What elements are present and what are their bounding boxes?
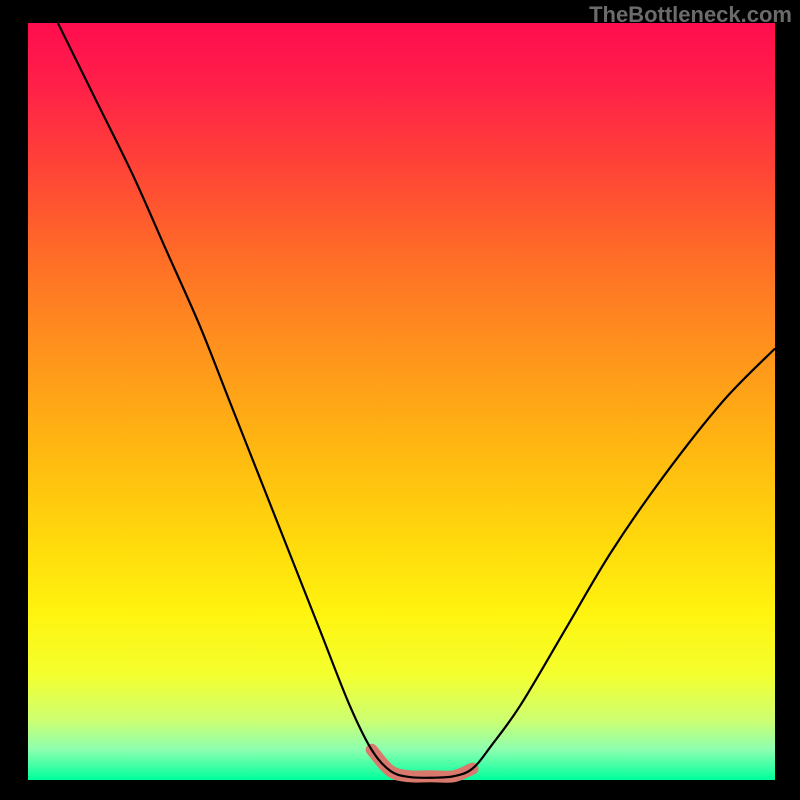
watermark-text: TheBottleneck.com <box>589 2 792 28</box>
bottleneck-chart: TheBottleneck.com <box>0 0 800 800</box>
chart-svg <box>0 0 800 800</box>
plot-background <box>28 23 775 780</box>
